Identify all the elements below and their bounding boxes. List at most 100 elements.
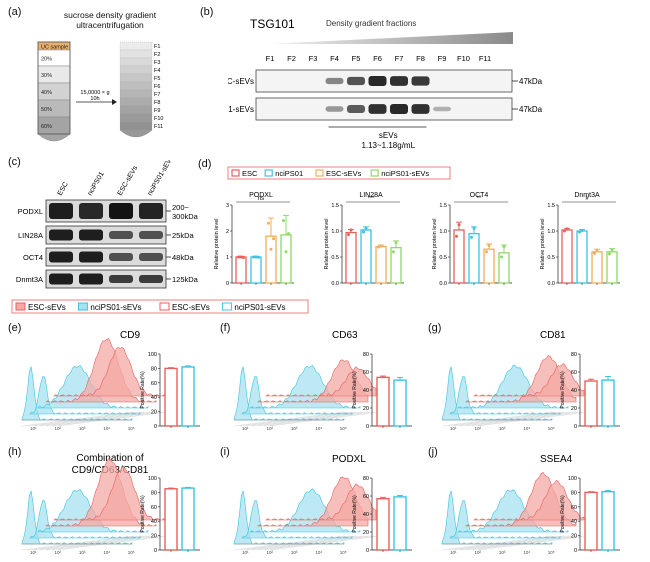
d-sig-1: *** — [367, 196, 375, 202]
d-point-0-1-0 — [252, 255, 255, 259]
spin-arrow-head — [112, 99, 117, 105]
d-ytick-label-1-0: 0.0 — [331, 281, 339, 287]
fraction-label-0: F1 — [154, 44, 160, 50]
d-point-3-2-0 — [593, 251, 596, 255]
flow-hist-g-0 — [441, 366, 553, 421]
d-legend-swatch-0 — [231, 169, 240, 177]
e-legend-label-1: nciPS01-sEVs — [90, 303, 141, 312]
d-point-0-2-1 — [269, 247, 273, 251]
d-ytick-label-1-3: 1.5 — [331, 203, 339, 209]
band-1-8 — [433, 106, 451, 112]
d-point-0-3-2 — [287, 232, 290, 236]
d-ytick-label-2-3: 1.5 — [439, 203, 447, 209]
lane-label-6: F7 — [395, 54, 404, 63]
panel-label-c: (c) — [8, 156, 21, 168]
flow-grid-i-3 — [251, 535, 363, 551]
panel-a-title-line2: ultracentrifugation — [76, 20, 144, 30]
sevs-label: sEVs — [379, 131, 398, 140]
panel-label-f: (f) — [220, 322, 231, 334]
flow-bar-ytick-label-f-2: 40 — [363, 388, 369, 394]
panel-a-title: sucrose density gradient ultracentrifuga… — [40, 10, 180, 30]
c-band-2-2 — [109, 253, 133, 261]
flow-xtick-h-4: 10⁵ — [128, 550, 135, 555]
flow-hist-e-0 — [21, 366, 133, 421]
flow-xtick-i-4: 10⁵ — [340, 550, 347, 555]
e-legend-swatch-2 — [159, 302, 170, 311]
flow-grid-i-6 — [269, 535, 381, 551]
d-point-1-1-0 — [362, 230, 365, 234]
flow-grid-g-6 — [477, 411, 589, 427]
band-0-5 — [368, 76, 387, 86]
flow-bar-ytick-label-f-1: 20 — [363, 406, 369, 412]
d-bar-1-2 — [375, 245, 387, 284]
fraction-band-3 — [119, 65, 153, 75]
flow-bar-ytick-label-f-4: 80 — [363, 352, 369, 358]
c-row-label-2: OCT4 — [23, 253, 43, 262]
c-band-0-3 — [139, 203, 163, 219]
spin-time: 10h — [90, 96, 99, 102]
tube2-bottom — [119, 129, 153, 138]
c-band-3-0 — [49, 273, 73, 285]
d-ytick-label-0-0: 0 — [226, 281, 229, 287]
c-lane-label-0: ESC — [57, 181, 70, 197]
c-band-2-0 — [49, 251, 73, 263]
flow-grid-f-2 — [245, 411, 357, 427]
flow-hist-i-4 — [265, 483, 377, 521]
d-point-0-0-2 — [242, 256, 245, 260]
d-ytick-label-3-0: 0.0 — [547, 281, 555, 287]
flow-bar-ytick-label-e-1: 20 — [151, 410, 157, 416]
d-ytick-label-0-1: 1 — [226, 255, 229, 261]
d-point-3-3-1 — [610, 248, 614, 252]
d-point-2-1-0 — [470, 235, 473, 239]
fraction-band-9 — [119, 113, 153, 123]
fraction-label-2: F3 — [154, 60, 160, 66]
c-row-label-1: LIN28A — [18, 231, 43, 240]
d-point-2-0-0 — [455, 234, 458, 238]
fraction-label-4: F5 — [154, 76, 160, 82]
d-point-0-2-0 — [267, 221, 270, 225]
flow-bar-ytick-label-h-0: 0 — [154, 548, 157, 554]
d-bar-3-1 — [576, 230, 588, 284]
fraction-label-10: F11 — [154, 124, 163, 130]
d-point-3-0-0 — [563, 229, 566, 233]
d-legend-swatch-2 — [315, 169, 324, 177]
fraction-label-3: F4 — [154, 68, 160, 74]
flow-grid-j-4 — [465, 535, 577, 551]
flow-bar-ytick-label-e-4: 80 — [151, 366, 157, 372]
fraction-label-5: F6 — [154, 84, 160, 90]
flow-hist-h-4 — [53, 465, 165, 521]
d-point-0-0-1 — [239, 255, 243, 259]
flow-hist-i-1 — [241, 500, 353, 539]
flow-grid-e-1 — [27, 411, 139, 427]
d-bar-3-2 — [591, 251, 603, 284]
flow-xtick-g-2: 10³ — [499, 426, 506, 431]
c-kda-label-0a: 200~ — [172, 203, 190, 212]
panel-label-j: (j) — [428, 446, 438, 458]
flow-bar-f-1 — [393, 379, 407, 427]
flow-bar-e-0 — [164, 367, 178, 427]
flow-grid-e-5 — [51, 411, 163, 427]
c-band-0-0 — [49, 203, 73, 219]
band-0-7 — [411, 76, 430, 86]
fraction-label-1: F2 — [154, 52, 160, 58]
d-ylabel-1: Relative protein level — [324, 218, 330, 269]
flow-hist-j-2 — [457, 489, 569, 533]
c-band-3-1 — [79, 273, 103, 285]
d-point-2-2-1 — [487, 244, 491, 248]
flow-bar-ylabel-g: Positive Rate(%) — [560, 371, 566, 409]
flow-xtick-f-3: 10⁴ — [315, 426, 322, 431]
flow-hist-h-0 — [21, 490, 133, 545]
tube-layer-label-0: UC sample — [41, 45, 68, 51]
flow-bar-ylabel-e: Positive Rate(%) — [140, 371, 146, 409]
d-bar-0-3 — [280, 234, 292, 284]
e-legend-label-2: ESC-sEVs — [172, 303, 210, 312]
d-point-2-3-0 — [500, 255, 503, 259]
flow-hist-f-1 — [241, 376, 353, 415]
flow-grid-h-1 — [27, 535, 139, 551]
flow-xtick-g-3: 10⁴ — [523, 426, 530, 431]
flow-bar-ylabel-i: Positive Rate(%) — [352, 495, 358, 533]
d-bar-1-3 — [390, 246, 402, 284]
d-point-1-2-1 — [379, 244, 383, 248]
flow-grid-i-4 — [257, 535, 369, 551]
d-legend-label-1: nciPS01 — [275, 169, 303, 178]
